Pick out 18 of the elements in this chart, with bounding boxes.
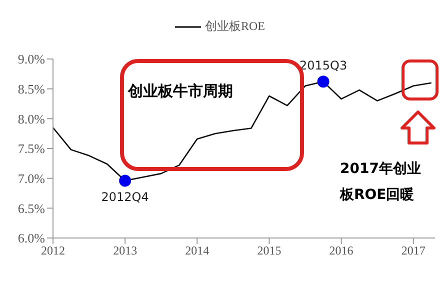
x-tick-label: 2017 <box>401 244 426 258</box>
y-tick-label: 8.5% <box>18 81 46 96</box>
x-tick-label: 2016 <box>329 244 354 258</box>
y-tick-label: 9.0% <box>18 52 46 67</box>
annotation: 2012Q4 <box>101 190 149 204</box>
y-tick-label: 8.0% <box>18 111 46 126</box>
y-tick-label: 7.5% <box>18 141 46 156</box>
x-tick-label: 2014 <box>185 244 210 258</box>
y-tick-label: 6.0% <box>18 230 46 246</box>
x-tick-label: 2013 <box>113 244 138 258</box>
x-tick-label: 2012 <box>41 244 65 258</box>
y-tick-label: 7.0% <box>18 170 46 186</box>
y-tick-label: 6.5% <box>18 200 46 216</box>
legend-label: 创业板ROE <box>205 18 265 35</box>
x-tick-label: 2015 <box>257 244 282 258</box>
annotation: 创业板牛市周期 <box>128 81 233 102</box>
annotation: 2015Q3 <box>299 58 348 73</box>
annotation: 2017年创业板ROE回暖 <box>340 160 422 205</box>
